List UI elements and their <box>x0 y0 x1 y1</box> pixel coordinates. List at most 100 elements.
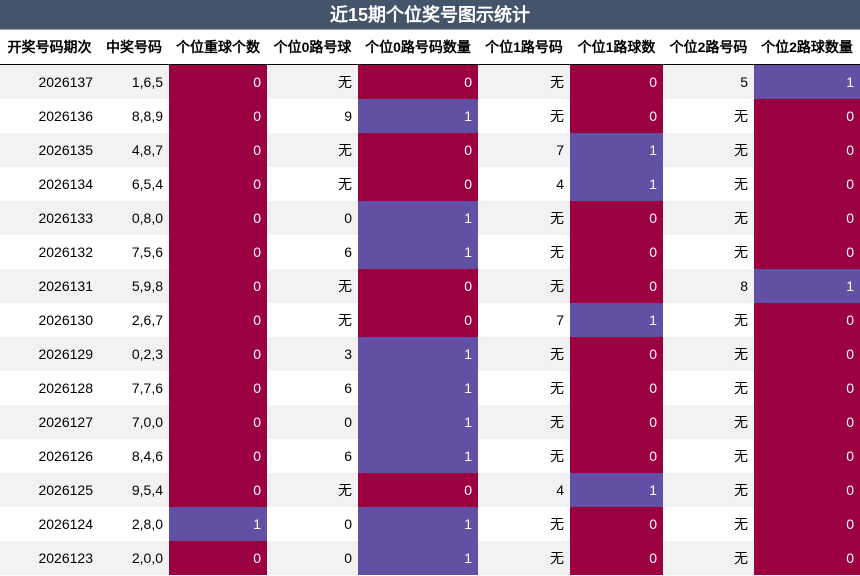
route1-count-cell: 0 <box>570 540 663 575</box>
issue-cell: 2026135 <box>0 132 99 167</box>
route2-count-cell: 0 <box>754 404 860 439</box>
repeat-count-cell: 0 <box>169 234 267 269</box>
winning-number-cell: 7,5,6 <box>99 234 169 269</box>
issue-cell: 2026127 <box>0 404 99 439</box>
route0-count-cell: 0 <box>358 302 478 337</box>
route0-number-cell: 6 <box>267 438 358 473</box>
route1-number-cell: 7 <box>478 302 570 337</box>
route1-count-cell: 0 <box>570 200 663 235</box>
route0-number-cell: 无 <box>267 166 358 201</box>
issue-cell: 2026128 <box>0 370 99 405</box>
repeat-count-cell: 0 <box>169 132 267 167</box>
route2-number-cell: 无 <box>663 302 754 337</box>
route2-count-cell: 0 <box>754 540 860 575</box>
header-row: 开奖号码期次 中奖号码 个位重球个数 个位0路号球 个位0路号码数量 个位1路号… <box>0 30 860 65</box>
route2-count-cell: 0 <box>754 370 860 405</box>
winning-number-cell: 9,5,4 <box>99 472 169 507</box>
route0-count-cell: 0 <box>358 166 478 201</box>
repeat-count-cell: 0 <box>169 472 267 507</box>
repeat-count-cell: 0 <box>169 98 267 133</box>
winning-number-cell: 6,5,4 <box>99 166 169 201</box>
route1-number-cell: 无 <box>478 200 570 235</box>
winning-number-cell: 2,8,0 <box>99 506 169 541</box>
route2-count-cell: 0 <box>754 472 860 507</box>
route0-number-cell: 0 <box>267 404 358 439</box>
repeat-count-cell: 0 <box>169 336 267 371</box>
issue-cell: 2026126 <box>0 438 99 473</box>
table-row: 2026133 0,8,0 0 0 1 无 0 无 0 <box>0 200 860 235</box>
col-header-route1-number: 个位1路号码 <box>478 30 570 65</box>
route0-number-cell: 6 <box>267 234 358 269</box>
winning-number-cell: 0,8,0 <box>99 200 169 235</box>
winning-number-cell: 8,4,6 <box>99 438 169 473</box>
route0-count-cell: 1 <box>358 438 478 473</box>
table-row: 2026131 5,9,8 0 无 0 无 0 8 1 <box>0 268 860 303</box>
route1-count-cell: 1 <box>570 166 663 201</box>
route2-count-cell: 0 <box>754 200 860 235</box>
route1-count-cell: 0 <box>570 404 663 439</box>
repeat-count-cell: 0 <box>169 404 267 439</box>
table-row: 2026124 2,8,0 1 0 1 无 0 无 0 <box>0 506 860 541</box>
winning-number-cell: 0,2,3 <box>99 336 169 371</box>
route2-number-cell: 无 <box>663 166 754 201</box>
route2-count-cell: 1 <box>754 64 860 99</box>
route0-number-cell: 无 <box>267 302 358 337</box>
route0-count-cell: 0 <box>358 268 478 303</box>
route2-count-cell: 0 <box>754 438 860 473</box>
issue-cell: 2026129 <box>0 336 99 371</box>
route1-number-cell: 无 <box>478 506 570 541</box>
route1-number-cell: 7 <box>478 132 570 167</box>
route0-number-cell: 0 <box>267 506 358 541</box>
route0-number-cell: 6 <box>267 370 358 405</box>
col-header-route2-number: 个位2路号码 <box>663 30 754 65</box>
route1-count-cell: 0 <box>570 234 663 269</box>
route2-count-cell: 0 <box>754 302 860 337</box>
issue-cell: 2026133 <box>0 200 99 235</box>
route1-number-cell: 无 <box>478 98 570 133</box>
winning-number-cell: 1,6,5 <box>99 64 169 99</box>
route1-count-cell: 1 <box>570 132 663 167</box>
route2-number-cell: 无 <box>663 200 754 235</box>
issue-cell: 2026130 <box>0 302 99 337</box>
col-header-repeat-count: 个位重球个数 <box>169 30 267 65</box>
repeat-count-cell: 0 <box>169 540 267 575</box>
table-row: 2026130 2,6,7 0 无 0 7 1 无 0 <box>0 302 860 337</box>
table-row: 2026132 7,5,6 0 6 1 无 0 无 0 <box>0 234 860 269</box>
route1-number-cell: 无 <box>478 404 570 439</box>
winning-number-cell: 7,0,0 <box>99 404 169 439</box>
col-header-route2-count: 个位2路球数量 <box>754 30 860 65</box>
col-header-winning-number: 中奖号码 <box>99 30 169 65</box>
repeat-count-cell: 0 <box>169 200 267 235</box>
route0-number-cell: 9 <box>267 98 358 133</box>
issue-cell: 2026136 <box>0 98 99 133</box>
repeat-count-cell: 0 <box>169 268 267 303</box>
route1-count-cell: 0 <box>570 438 663 473</box>
winning-number-cell: 2,6,7 <box>99 302 169 337</box>
route0-number-cell: 无 <box>267 64 358 99</box>
route1-count-cell: 0 <box>570 268 663 303</box>
route0-count-cell: 0 <box>358 132 478 167</box>
route0-count-cell: 1 <box>358 370 478 405</box>
route0-count-cell: 1 <box>358 540 478 575</box>
table-row: 2026136 8,8,9 0 9 1 无 0 无 0 <box>0 98 860 133</box>
route0-number-cell: 3 <box>267 336 358 371</box>
route1-number-cell: 无 <box>478 64 570 99</box>
table-row: 2026127 7,0,0 0 0 1 无 0 无 0 <box>0 404 860 439</box>
winning-number-cell: 8,8,9 <box>99 98 169 133</box>
repeat-count-cell: 0 <box>169 64 267 99</box>
issue-cell: 2026125 <box>0 472 99 507</box>
winning-number-cell: 5,9,8 <box>99 268 169 303</box>
route2-number-cell: 无 <box>663 404 754 439</box>
repeat-count-cell: 1 <box>169 506 267 541</box>
repeat-count-cell: 0 <box>169 370 267 405</box>
route2-number-cell: 无 <box>663 234 754 269</box>
route1-count-cell: 0 <box>570 506 663 541</box>
route1-count-cell: 0 <box>570 370 663 405</box>
issue-cell: 2026132 <box>0 234 99 269</box>
table-body: 2026137 1,6,5 0 无 0 无 0 5 1 2026136 8,8,9 0 9 1 无 0 无 0 20… <box>0 64 860 575</box>
route1-number-cell: 无 <box>478 370 570 405</box>
route1-number-cell: 4 <box>478 166 570 201</box>
route2-number-cell: 无 <box>663 132 754 167</box>
issue-cell: 2026131 <box>0 268 99 303</box>
route2-count-cell: 0 <box>754 336 860 371</box>
